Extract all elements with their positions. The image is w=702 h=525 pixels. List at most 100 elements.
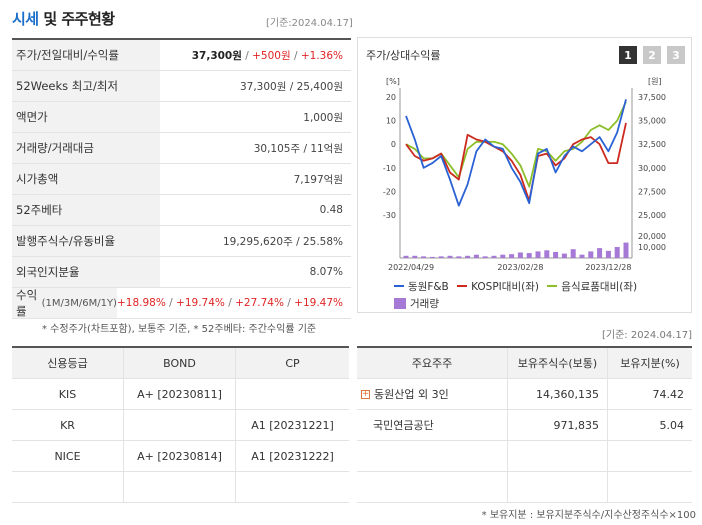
legend-swatch — [457, 285, 468, 287]
quote-row: 52Weeks 최고/최저 37,300원 / 25,400원 — [12, 71, 351, 102]
row-label: 52Weeks 최고/최저 — [12, 71, 160, 101]
bond-cell: A+ [20230814] — [124, 441, 236, 471]
row-label: 발행주식수/유동비율 — [12, 226, 160, 256]
title-accent: 시세 — [12, 10, 39, 28]
agency-cell: NICE — [12, 441, 124, 471]
chart-title: 주가/상대수익률 — [366, 49, 441, 62]
legend-row: 거래량 — [394, 296, 642, 312]
volume-bar — [605, 250, 611, 258]
volume-bar — [570, 249, 576, 258]
legend-label: 동원F&B — [408, 280, 449, 293]
right-tick-label: 27,500 — [638, 187, 666, 196]
shareholders-table: 주요주주 보유주식수(보통) 보유지분(%) + 동원산업 외 3인 14,36… — [357, 346, 692, 503]
row-label: 거래량/거래대금 — [12, 133, 160, 163]
price-change: +500원 — [252, 49, 291, 62]
section-title: 시세 및 주주현황 — [12, 8, 115, 29]
quote-footnote: * 수정주가(차트포함), 보통주 기준, * 52주베타: 주간수익률 기준 — [42, 324, 317, 335]
legend-item: 음식료품대비(좌) — [547, 279, 637, 294]
table-row: KR A1 [20231221] — [12, 410, 349, 441]
volume-bar — [526, 253, 532, 258]
quote-row: 수익률 (1M/3M/6M/1Y) +18.98% / +19.74% / +2… — [12, 288, 351, 319]
volume-bar — [438, 256, 444, 258]
row-value: 7,197억원 — [293, 173, 343, 186]
return-1m: +18.98% — [116, 297, 166, 309]
volume-bar — [491, 255, 497, 258]
legend-item: 동원F&B — [394, 279, 449, 294]
right-tick-label: 35,000 — [638, 117, 666, 126]
price-chart: [%] [원] 20 10 0 -10 -20 -30 37,500 35,000 32,500 30… — [383, 77, 666, 272]
legend-swatch — [394, 297, 406, 309]
chart-tab-3[interactable]: 3 — [667, 46, 685, 64]
shares-cell: 14,360,135 — [507, 379, 607, 409]
table-row — [357, 441, 692, 472]
table-row: KIS A+ [20230811] — [12, 379, 349, 410]
row-label: 수익률 (1M/3M/6M/1Y) — [12, 288, 117, 318]
left-axis-unit: [%] — [386, 77, 400, 86]
left-tick-label: 10 — [386, 117, 396, 126]
row-label: 외국인지분율 — [12, 257, 160, 287]
row-value: 30,105주 / 11억원 — [253, 142, 343, 155]
volume-bar — [509, 254, 515, 258]
row-value: 0.48 — [319, 204, 343, 216]
agency-cell: KIS — [12, 379, 124, 409]
volume-bar — [403, 255, 409, 258]
quote-table: 주가/전일대비/수익률 37,300원 / +500원 / +1.36% 52W… — [12, 38, 351, 319]
volume-bar — [597, 248, 603, 258]
volume-bar — [465, 255, 471, 258]
volume-bar — [517, 252, 523, 258]
credit-rating-table: 신용등급 BOND CP KIS A+ [20230811] KR A1 [20… — [12, 346, 349, 503]
volume-bar — [553, 251, 559, 258]
volume-bar — [473, 254, 479, 258]
chart-tab-2[interactable]: 2 — [643, 46, 661, 64]
volume-tick-label: 10,000 — [638, 243, 666, 252]
volume-bar — [535, 251, 541, 258]
table-row: 국민연금공단 971,835 5.04 — [357, 410, 692, 441]
quote-row: 거래량/거래대금 30,105주 / 11억원 — [12, 133, 351, 164]
volume-bar — [561, 253, 567, 258]
chart-tab-1[interactable]: 1 — [619, 46, 637, 64]
column-header: 주요주주 — [411, 357, 453, 370]
right-tick-label: 32,500 — [638, 140, 666, 149]
shareholder-name-cell: 국민연금공단 — [357, 410, 507, 440]
row-value: 19,295,620주 / 25.58% — [222, 235, 343, 248]
separator: / — [241, 49, 253, 62]
volume-bar — [614, 247, 620, 258]
expand-icon[interactable]: + — [361, 388, 370, 399]
separator: / — [283, 297, 295, 309]
shareholder-name-cell: + 동원산업 외 3인 — [357, 379, 507, 409]
legend-label: 거래량 — [410, 297, 439, 310]
row-value: 8.07% — [309, 266, 343, 278]
pct-cell: 74.42 — [607, 379, 692, 409]
volume-bar — [544, 250, 550, 258]
left-tick-label: -30 — [383, 211, 396, 220]
volume-bar — [456, 256, 462, 258]
quote-row: 액면가 1,000원 — [12, 102, 351, 133]
reference-date: [기준:2024.04.17] — [266, 18, 353, 29]
shareholder-name-cell — [357, 441, 507, 471]
table-row: + 동원산업 외 3인 14,360,135 74.42 — [357, 379, 692, 410]
x-tick-label: 2023/02/28 — [497, 263, 543, 272]
shareholder-name-cell — [357, 472, 507, 502]
quote-row: 주가/전일대비/수익률 37,300원 / +500원 / +1.36% — [12, 40, 351, 71]
quote-row: 52주베타 0.48 — [12, 195, 351, 226]
right-tick-label: 37,500 — [638, 93, 666, 102]
bond-cell — [124, 472, 236, 502]
left-tick-label: -10 — [383, 164, 396, 173]
left-tick-label: 0 — [391, 140, 396, 149]
series-line-2 — [405, 122, 627, 202]
column-header: 보유지분(%) — [607, 348, 692, 378]
volume-bar — [500, 254, 506, 258]
bond-cell: A+ [20230811] — [124, 379, 236, 409]
shareholder-name: 동원산업 외 3인 — [374, 388, 449, 401]
returns-periods: (1M/3M/6M/1Y) — [41, 297, 117, 309]
left-tick-label: -20 — [383, 187, 396, 196]
column-header: BOND — [124, 348, 236, 378]
column-header: 보유주식수(보통) — [507, 348, 607, 378]
right-tick-label: 25,000 — [638, 211, 666, 220]
pct-cell: 5.04 — [607, 410, 692, 440]
shares-cell — [507, 472, 607, 502]
legend-item: KOSPI대비(좌) — [457, 279, 539, 294]
volume-bar — [482, 256, 488, 258]
table-row: NICE A+ [20230814] A1 [20231222] — [12, 441, 349, 472]
row-label: 주가/전일대비/수익률 — [12, 40, 160, 70]
